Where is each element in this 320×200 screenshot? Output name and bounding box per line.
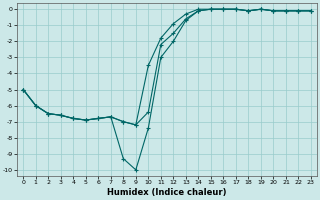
X-axis label: Humidex (Indice chaleur): Humidex (Indice chaleur) <box>107 188 227 197</box>
